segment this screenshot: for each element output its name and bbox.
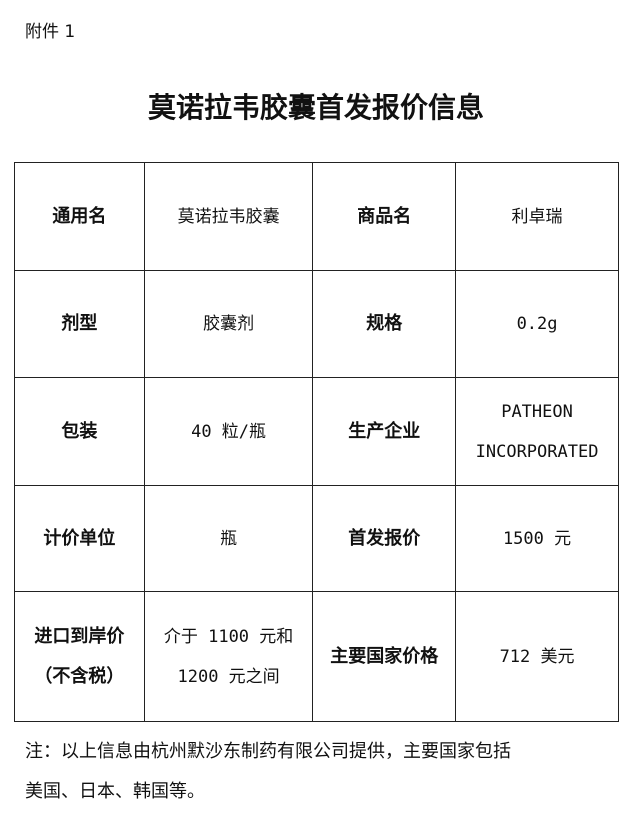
value-manufacturer: PATHEON INCORPORATED: [455, 377, 619, 486]
attachment-label: 附件 1: [25, 22, 76, 42]
value-dosage-form: 胶囊剂: [143, 270, 314, 378]
table-row: 包装 40 粒/瓶 生产企业 PATHEON INCORPORATED: [14, 377, 619, 486]
label-dosage-form: 剂型: [14, 270, 145, 378]
price-info-table: 通用名 莫诺拉韦胶囊 商品名 利卓瑞 剂型 胶囊剂 规格 0.2g 包装 40 …: [14, 162, 619, 722]
value-launch-price: 1500 元: [455, 485, 619, 592]
value-generic-name: 莫诺拉韦胶囊: [143, 162, 314, 271]
manufacturer-line: PATHEON: [501, 401, 573, 422]
label-manufacturer: 生产企业: [312, 377, 457, 486]
label-import-price: 进口到岸价 （不含税）: [14, 591, 145, 722]
label-major-country-price: 主要国家价格: [312, 591, 457, 722]
table-row: 计价单位 瓶 首发报价 1500 元: [14, 485, 619, 592]
table-row: 剂型 胶囊剂 规格 0.2g: [14, 270, 619, 378]
value-pricing-unit: 瓶: [143, 485, 314, 592]
import-price-line: 介于 1100 元和: [163, 626, 294, 647]
value-major-country-price: 712 美元: [455, 591, 619, 722]
table-row: 通用名 莫诺拉韦胶囊 商品名 利卓瑞: [14, 162, 619, 271]
manufacturer-line: INCORPORATED: [475, 441, 599, 462]
value-packaging: 40 粒/瓶: [143, 377, 314, 486]
import-price-label-line: 进口到岸价: [34, 625, 125, 647]
label-launch-price: 首发报价: [312, 485, 457, 592]
footnote-line: 美国、日本、韩国等。: [25, 781, 205, 802]
value-brand-name: 利卓瑞: [455, 162, 619, 271]
footnote-line: 注：以上信息由杭州默沙东制药有限公司提供，主要国家包括: [25, 741, 511, 762]
page-title: 莫诺拉韦胶囊首发报价信息: [147, 91, 484, 124]
import-price-label-line: （不含税）: [34, 665, 125, 687]
label-brand-name: 商品名: [312, 162, 457, 271]
import-price-line: 1200 元之间: [177, 666, 280, 687]
label-generic-name: 通用名: [14, 162, 145, 271]
value-specification: 0.2g: [455, 270, 619, 378]
table-row: 进口到岸价 （不含税） 介于 1100 元和 1200 元之间 主要国家价格 7…: [14, 591, 619, 722]
label-packaging: 包装: [14, 377, 145, 486]
footnote: 注：以上信息由杭州默沙东制药有限公司提供，主要国家包括 美国、日本、韩国等。: [25, 732, 625, 812]
label-pricing-unit: 计价单位: [14, 485, 145, 592]
label-specification: 规格: [312, 270, 457, 378]
value-import-price: 介于 1100 元和 1200 元之间: [143, 591, 314, 722]
